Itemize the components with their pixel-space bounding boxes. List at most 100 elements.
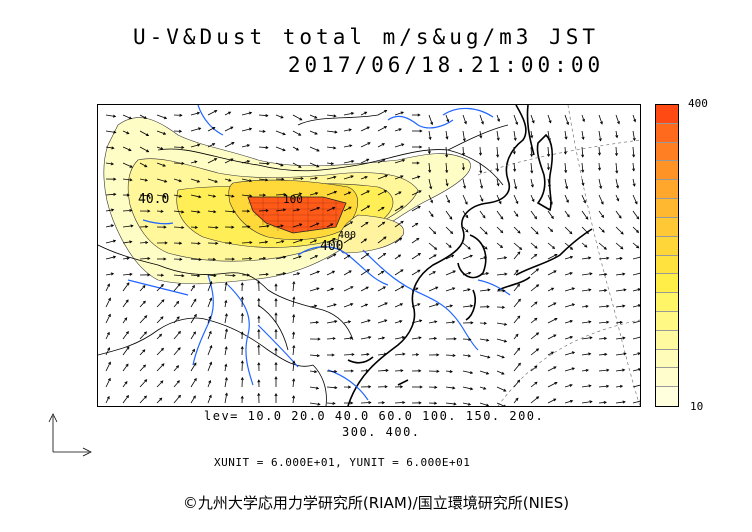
wind-vector [275,194,286,196]
wind-vector [615,257,623,260]
wind-vector [428,178,432,189]
wind-vector-head [463,185,467,189]
wind-vector-head [111,146,115,150]
wind-vector [326,130,337,133]
wind-vector-head [502,289,506,293]
wind-vector [258,241,268,244]
wind-vector [564,287,575,292]
wind-vector-head [228,241,233,245]
wind-vector-head [619,256,623,261]
wind-vector [547,366,557,372]
wind-vector [530,317,538,324]
wind-vector-head [623,288,627,292]
wind-vector-head [383,126,388,129]
wind-vector-head [599,185,603,190]
wind-vector [428,286,438,292]
wind-vector-head [381,206,385,210]
wind-vector-head [212,257,217,261]
wind-vector-head [416,237,420,241]
vector-units: XUNIT = 6.000E+01, YUNIT = 6.000E+01 [214,456,471,469]
wind-vector-head [240,360,244,364]
wind-vector [360,336,371,340]
wind-vector-head [479,170,483,174]
wind-vector [207,281,212,292]
wind-vector [326,304,337,308]
wind-vector-head [366,126,370,130]
wind-vector [190,331,196,340]
wind-vector-head [418,369,422,373]
wind-vector [530,268,539,276]
wind-vector-head [603,336,608,341]
wind-vector-head [496,137,500,141]
wind-vector-head [383,190,388,194]
wind-vector-head [350,401,354,405]
wind-vector-head [449,216,453,220]
wind-vector-head [198,127,202,131]
wind-vector-head [366,352,370,356]
wind-vector [241,144,250,148]
wind-vector-head [126,131,130,135]
wind-vector-head [622,336,626,340]
wind-vector [207,274,216,277]
wind-vector [377,190,387,196]
wind-vector [173,146,184,148]
wind-vector-head [314,255,319,258]
wind-vector-head [448,244,452,248]
wind-vector [598,369,609,372]
wind-vector [292,146,299,151]
wind-vector [615,369,625,372]
wind-vector [581,114,585,122]
colorbar-segment [656,105,678,124]
wind-vector [224,393,228,404]
wind-vector [224,300,227,308]
wind-vector-head [429,186,433,190]
wind-vector [173,162,184,164]
wind-vector-head [176,300,180,305]
wind-vector [224,194,234,197]
wind-vector [581,305,588,308]
wind-vector-head [224,313,228,317]
wind-vector-head [467,402,472,406]
wind-vector [139,114,147,119]
wind-vector [479,146,481,156]
wind-vector-head [163,225,167,229]
colorbar-min-label: 10 [690,400,704,413]
wind-vector [445,114,449,122]
wind-vector-head [107,283,110,287]
wind-vector [173,210,184,213]
wind-vector [479,256,487,260]
wind-vector-head [588,288,592,292]
wind-vector [632,304,640,308]
wind-vector-head [417,206,421,209]
wind-vector-head [348,128,352,132]
wind-vector [207,127,215,132]
wind-vector [547,162,549,170]
wind-vector-head [214,179,218,183]
wind-vector-head [453,337,457,341]
wind-vector-head [193,313,197,318]
wind-vector-head [637,352,640,356]
wind-vector-head [430,121,434,126]
wind-vector [139,130,149,136]
wind-vector-head [553,334,557,338]
wind-vector [156,316,164,324]
wind-vector [547,210,554,219]
wind-vector-head [249,240,253,245]
wind-vector-head [465,229,469,233]
wind-vector [462,242,471,250]
wind-vector [190,127,201,132]
wind-vector-head [435,286,439,290]
wind-vector-head [481,121,484,125]
wind-vector [122,395,129,404]
wind-vector [156,397,162,404]
wind-vector-head [367,319,371,323]
wind-vector [496,178,499,186]
wind-vector [122,331,129,340]
wind-vector-head [257,280,261,284]
wind-vector [326,370,337,372]
wind-vector-head [246,160,251,164]
wind-vector [156,194,166,197]
wind-vector-head [240,282,244,286]
wind-vector-head [503,322,508,326]
wind-vector-head [500,216,504,220]
